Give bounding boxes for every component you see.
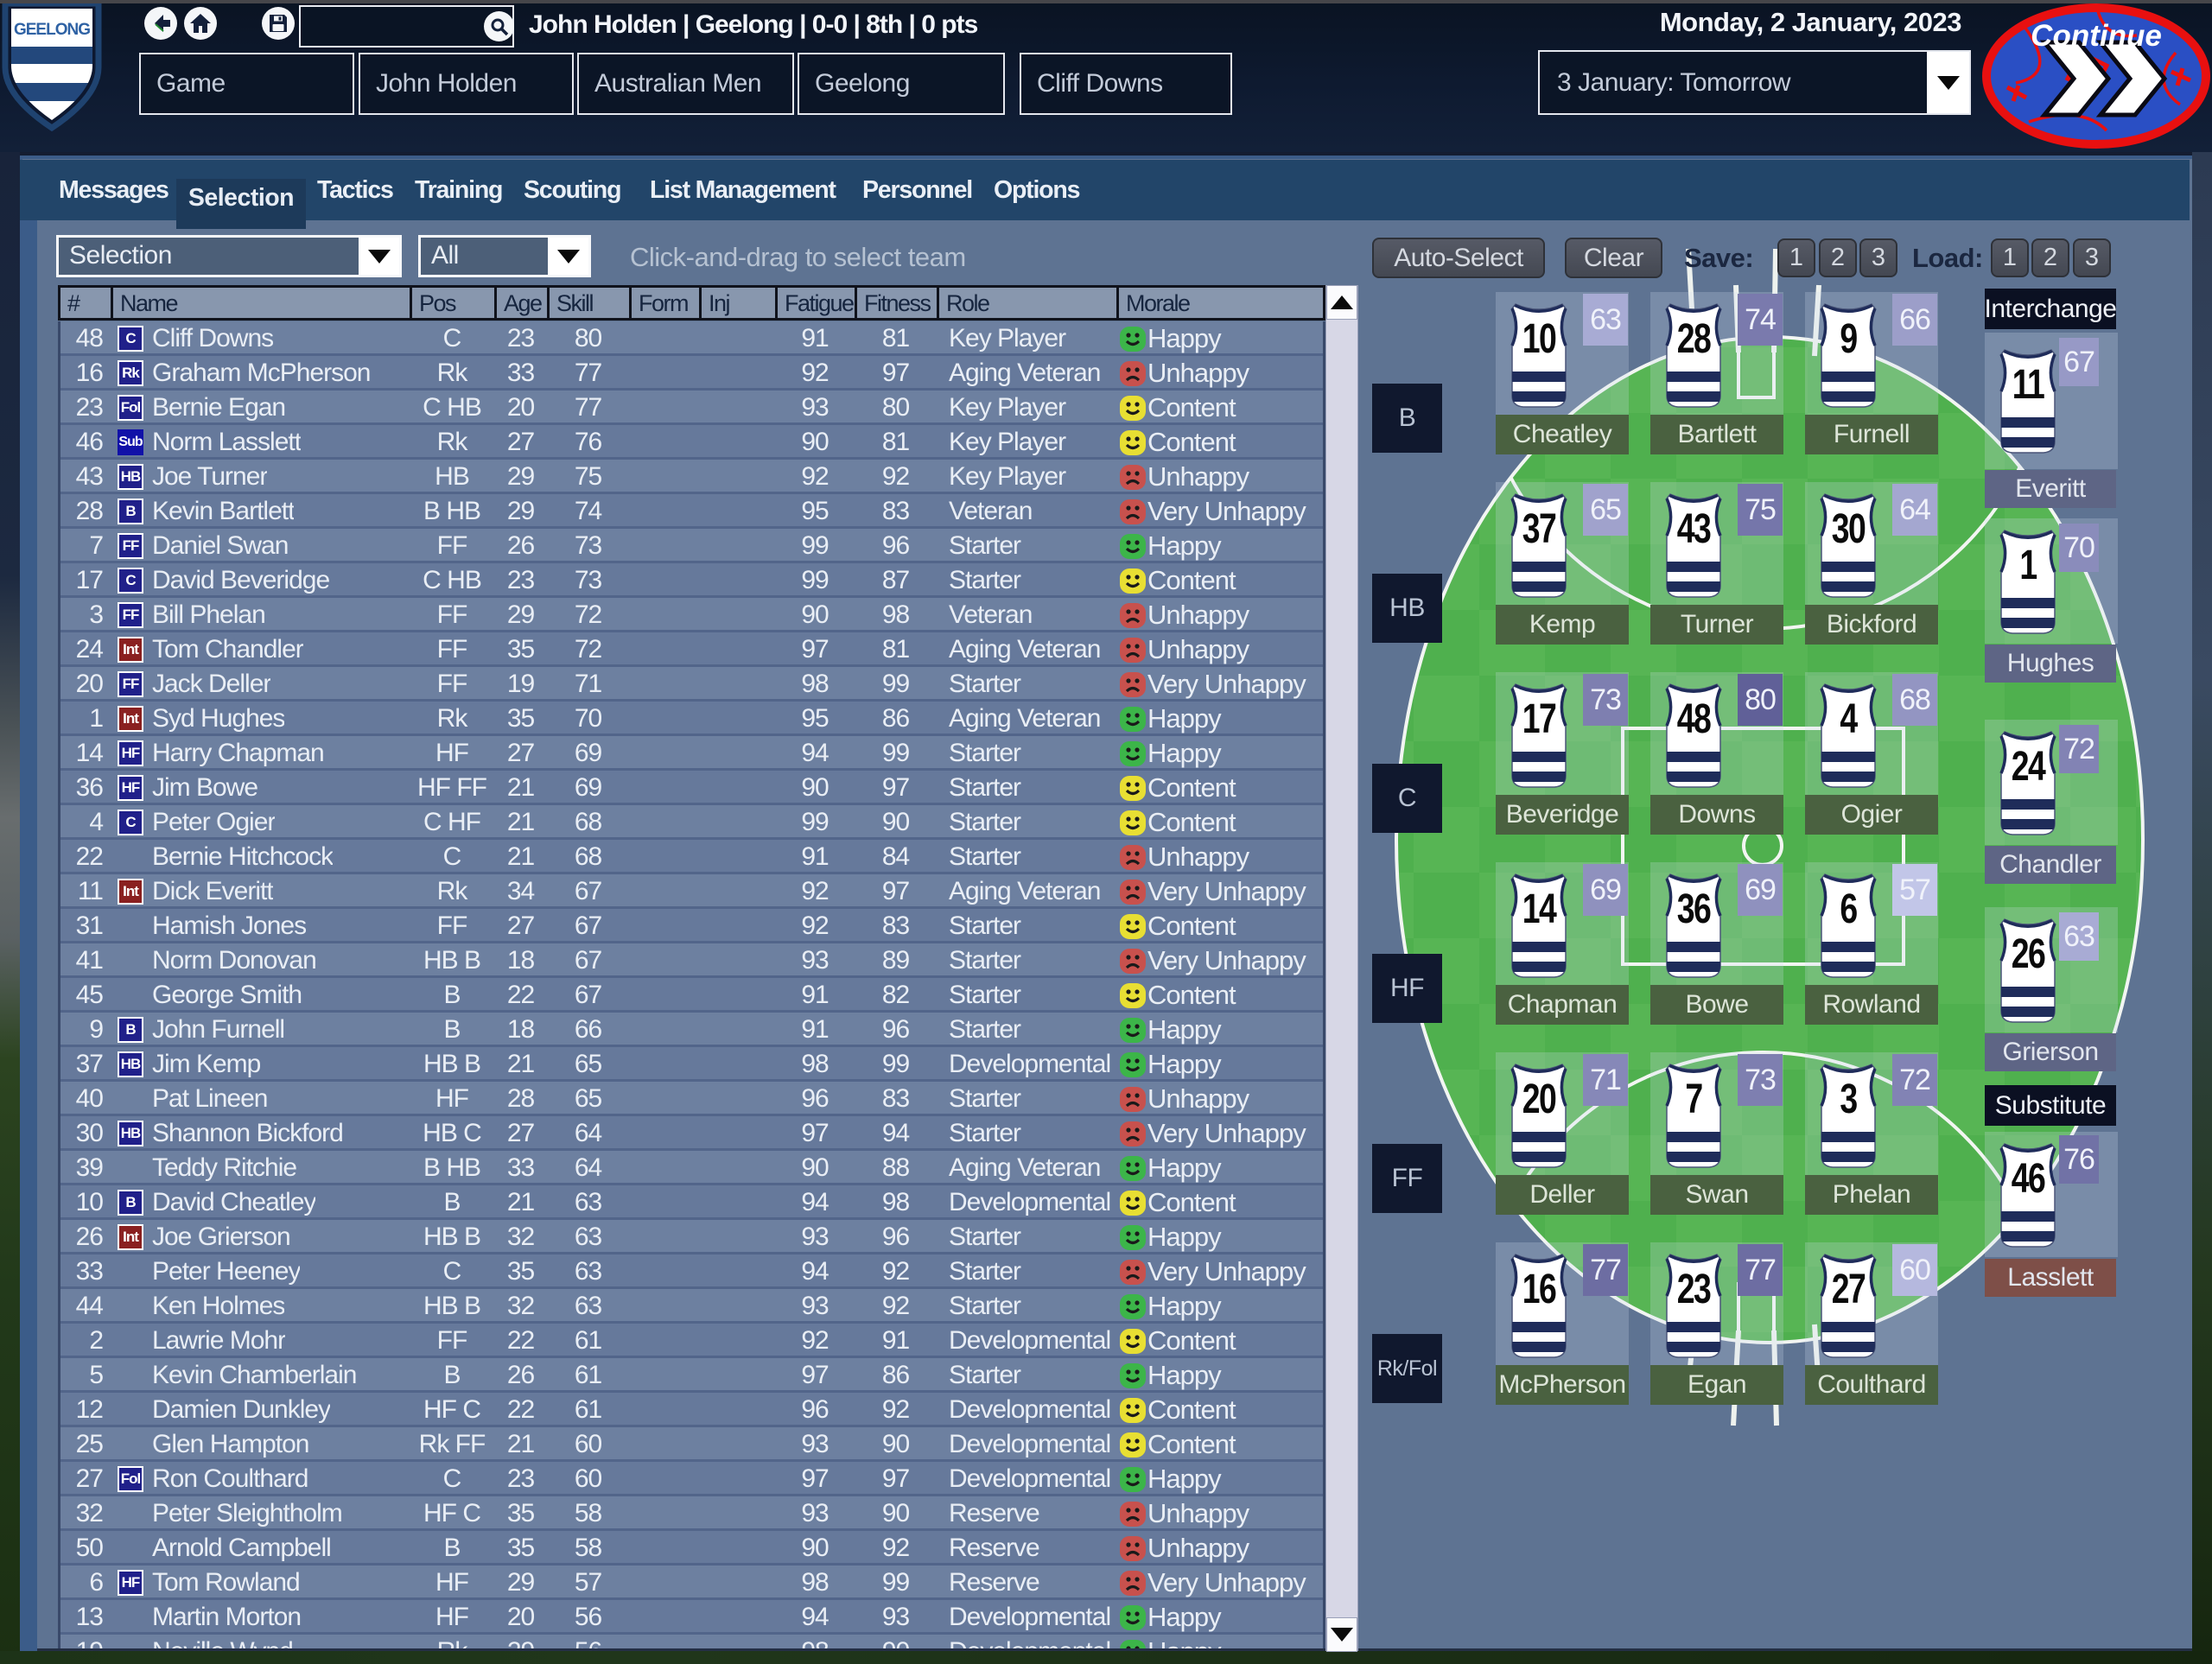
svg-text:43: 43	[1677, 506, 1711, 553]
svg-text:48: 48	[1677, 696, 1711, 743]
svg-text:16: 16	[1522, 1267, 1556, 1313]
svg-text:46: 46	[2012, 1156, 2045, 1203]
svg-text:11: 11	[2012, 362, 2044, 409]
svg-text:36: 36	[1677, 886, 1711, 933]
svg-text:GEELONG: GEELONG	[14, 21, 90, 39]
svg-text:37: 37	[1522, 506, 1556, 553]
svg-text:28: 28	[1677, 316, 1711, 363]
svg-text:3: 3	[1840, 1077, 1857, 1123]
svg-text:30: 30	[1832, 506, 1866, 553]
svg-text:17: 17	[1522, 696, 1556, 743]
svg-text:26: 26	[2012, 931, 2045, 978]
svg-text:9: 9	[1840, 316, 1857, 363]
svg-text:7: 7	[1685, 1077, 1702, 1123]
svg-text:20: 20	[1522, 1077, 1556, 1123]
svg-text:1: 1	[2019, 543, 2037, 589]
svg-text:27: 27	[1832, 1267, 1866, 1313]
svg-text:4: 4	[1840, 696, 1858, 743]
svg-text:24: 24	[2012, 744, 2046, 791]
svg-text:14: 14	[1522, 886, 1557, 933]
svg-text:23: 23	[1677, 1267, 1711, 1313]
svg-text:Continue: Continue	[2031, 19, 2162, 53]
svg-text:6: 6	[1840, 886, 1857, 933]
svg-text:10: 10	[1522, 316, 1556, 363]
